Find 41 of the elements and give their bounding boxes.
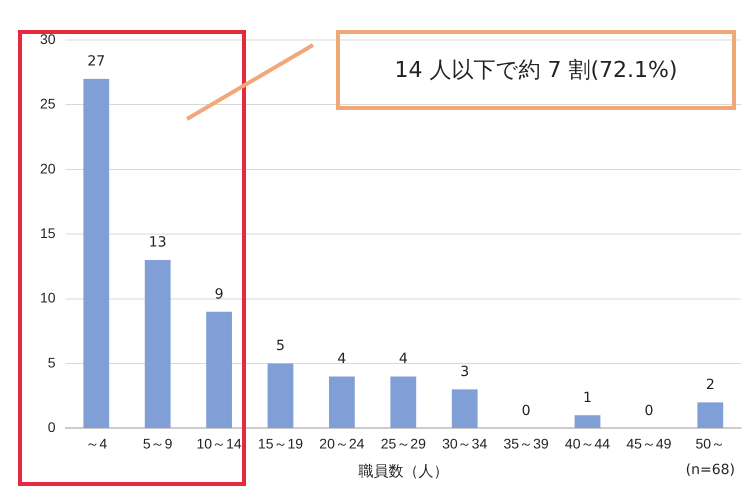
data-label: 0 xyxy=(522,402,531,419)
y-tick-label: 10 xyxy=(40,290,56,306)
bar xyxy=(144,260,171,428)
bar xyxy=(390,376,416,428)
x-tick-label: ～4 xyxy=(85,435,108,452)
data-label: 4 xyxy=(337,351,346,368)
x-tick-label: 35～39 xyxy=(504,435,549,452)
x-tick-label: 10～14 xyxy=(196,435,242,452)
data-label: 3 xyxy=(460,364,470,380)
y-tick-label: 25 xyxy=(40,96,56,112)
bar xyxy=(452,389,478,428)
text: (n=68) xyxy=(686,462,735,478)
data-label: 13 xyxy=(148,234,167,251)
data-label: 4 xyxy=(398,351,408,368)
x-tick-label: 40～44 xyxy=(564,435,610,452)
x-tick-label: 20～24 xyxy=(319,435,365,452)
y-tick-label: 15 xyxy=(40,224,56,241)
bar xyxy=(697,402,724,428)
data-label: 5 xyxy=(276,338,285,354)
x-tick-label: 30～34 xyxy=(442,435,488,452)
x-tick-label: 5～9 xyxy=(142,435,173,452)
bar xyxy=(328,376,355,428)
y-tick-label: 30 xyxy=(40,30,56,47)
bar xyxy=(206,312,232,428)
y-tick-label: 0 xyxy=(48,419,56,436)
x-tick-label: 45～49 xyxy=(626,435,672,452)
x-axis-title: 職員数（人） xyxy=(358,463,448,480)
data-label: 27 xyxy=(87,53,106,70)
data-label: 9 xyxy=(214,286,224,302)
bar xyxy=(574,415,600,428)
data-label: 2 xyxy=(706,376,715,393)
bar xyxy=(268,364,294,428)
bar xyxy=(83,78,110,428)
y-tick-label: 20 xyxy=(40,160,56,176)
data-label: 1 xyxy=(583,390,592,406)
annotation: 14 人以下で約 7 割(72.1%) xyxy=(336,30,736,110)
x-tick-label: 15～19 xyxy=(258,435,304,452)
x-tick-label: 25～29 xyxy=(380,435,426,452)
x-tick-label: 50～ xyxy=(696,435,726,452)
data-label: 0 xyxy=(644,402,654,419)
y-tick-label: 5 xyxy=(48,354,56,370)
